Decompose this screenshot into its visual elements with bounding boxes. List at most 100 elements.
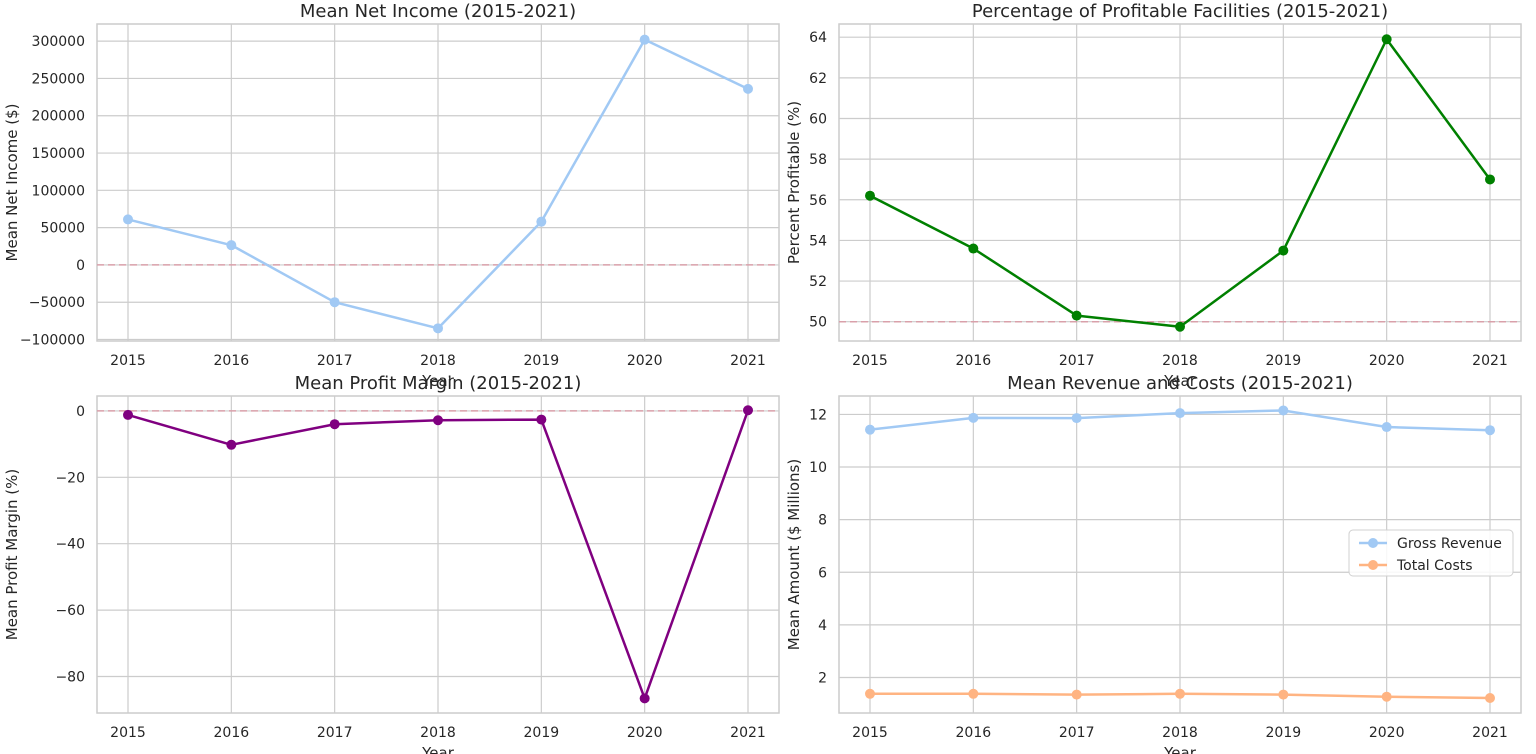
y-tick-label: 58 bbox=[809, 152, 827, 168]
y-tick-label: 64 bbox=[809, 30, 827, 46]
data-point bbox=[433, 323, 443, 334]
data-point bbox=[865, 424, 875, 435]
data-point bbox=[1175, 688, 1185, 699]
y-tick-label: 10 bbox=[809, 460, 827, 476]
x-tick-label: 2018 bbox=[420, 353, 456, 369]
x-tick-label: 2018 bbox=[1162, 725, 1198, 741]
chart-title: Mean Net Income (2015-2021) bbox=[300, 1, 576, 22]
data-point bbox=[123, 214, 133, 225]
chart-panel-3: 2015 2016 2017 2018 2019 2020 2021 −80 −60 −40 −20… bbox=[3, 373, 780, 754]
x-tick-label: 2020 bbox=[627, 353, 663, 369]
y-tick-label: 56 bbox=[809, 193, 827, 209]
data-point bbox=[639, 693, 650, 704]
x-tick-label: 2021 bbox=[730, 353, 766, 369]
legend-marker bbox=[1368, 538, 1378, 548]
y-tick-label: −40 bbox=[55, 537, 85, 553]
x-tick-label: 2015 bbox=[852, 353, 888, 369]
x-tick-label: 2016 bbox=[956, 353, 992, 369]
data-point bbox=[743, 405, 753, 416]
y-tick-label: −100000 bbox=[20, 333, 85, 349]
y-tick-label: 0 bbox=[76, 258, 85, 274]
data-point bbox=[639, 34, 650, 45]
x-tick-label: 2020 bbox=[1369, 725, 1405, 741]
y-tick-label: −50000 bbox=[29, 295, 85, 311]
data-point bbox=[433, 415, 443, 426]
y-axis-label: Percent Profitable (%) bbox=[785, 101, 803, 264]
data-point bbox=[1071, 689, 1082, 700]
x-tick-label: 2019 bbox=[524, 725, 560, 741]
x-tick-label: 2018 bbox=[1162, 353, 1198, 369]
x-tick-label: 2021 bbox=[730, 725, 766, 741]
x-tick-label: 2018 bbox=[420, 725, 456, 741]
x-axis-label: Year bbox=[421, 372, 455, 390]
x-tick-label: 2015 bbox=[110, 725, 146, 741]
legend-label: Gross Revenue bbox=[1397, 536, 1502, 552]
chart-title: Mean Revenue and Costs (2015-2021) bbox=[1007, 373, 1353, 394]
legend: Gross Revenue Total Costs bbox=[1348, 529, 1514, 577]
y-tick-label: 54 bbox=[809, 233, 827, 249]
x-axis-label: Year bbox=[1163, 744, 1197, 754]
plot-frame bbox=[96, 23, 780, 342]
x-tick-label: 2017 bbox=[1059, 353, 1095, 369]
data-point bbox=[1175, 321, 1185, 332]
x-tick-label: 2017 bbox=[1059, 725, 1095, 741]
data-point bbox=[865, 190, 875, 201]
data-point bbox=[1175, 408, 1185, 419]
y-tick-label: −60 bbox=[55, 603, 85, 619]
x-axis-label: Year bbox=[421, 744, 455, 754]
y-axis-label: Mean Net Income ($) bbox=[3, 104, 21, 262]
plot-frame bbox=[838, 395, 1522, 714]
y-tick-label: 12 bbox=[809, 407, 827, 423]
data-point bbox=[226, 439, 237, 450]
x-tick-label: 2017 bbox=[317, 353, 353, 369]
y-tick-label: 50000 bbox=[40, 221, 85, 237]
data-point bbox=[1485, 693, 1495, 704]
data-point bbox=[1485, 425, 1495, 436]
legend-marker bbox=[1368, 560, 1378, 570]
y-tick-label: 300000 bbox=[32, 34, 85, 50]
x-tick-label: 2015 bbox=[852, 725, 888, 741]
data-point bbox=[1278, 689, 1289, 700]
chart-panel-1: 2015 2016 2017 2018 2019 2020 2021 −100000 −5000… bbox=[3, 1, 780, 390]
y-tick-label: 52 bbox=[809, 274, 827, 290]
x-tick-label: 2021 bbox=[1472, 353, 1508, 369]
chart-panel-2: 2015 2016 2017 2018 2019 2020 2021 50 52 54 56 58 60… bbox=[785, 1, 1522, 390]
y-tick-label: 62 bbox=[809, 71, 827, 87]
y-tick-label: 6 bbox=[818, 565, 827, 581]
x-tick-label: 2016 bbox=[214, 353, 250, 369]
chart-title: Mean Profit Margin (2015-2021) bbox=[295, 373, 582, 394]
data-point bbox=[1485, 174, 1495, 185]
y-tick-label: 8 bbox=[818, 513, 827, 529]
x-tick-label: 2021 bbox=[1472, 725, 1508, 741]
data-point bbox=[968, 412, 979, 423]
chart-panel-4: 2015 2016 2017 2018 2019 2020 2021 2 4 6 8 10 12 Mean… bbox=[785, 373, 1522, 754]
y-tick-label: 2 bbox=[818, 670, 827, 686]
data-point bbox=[1381, 34, 1392, 45]
chart-title: Percentage of Profitable Facilities (201… bbox=[972, 1, 1388, 22]
data-point bbox=[226, 240, 237, 251]
y-tick-label: 250000 bbox=[32, 71, 85, 87]
y-tick-label: −80 bbox=[55, 669, 85, 685]
y-tick-label: 60 bbox=[809, 111, 827, 127]
data-point bbox=[1278, 405, 1289, 416]
data-point bbox=[536, 414, 547, 425]
y-axis-label: Mean Amount ($ Millions) bbox=[785, 459, 803, 650]
legend-box bbox=[1348, 529, 1514, 577]
x-tick-label: 2017 bbox=[317, 725, 353, 741]
data-point bbox=[329, 297, 340, 308]
data-point bbox=[968, 688, 979, 699]
x-tick-label: 2015 bbox=[110, 353, 146, 369]
x-tick-label: 2019 bbox=[1266, 353, 1302, 369]
data-point bbox=[123, 409, 133, 420]
data-point bbox=[536, 216, 547, 227]
x-tick-label: 2019 bbox=[1266, 725, 1302, 741]
data-point bbox=[1381, 422, 1392, 433]
y-tick-label: 100000 bbox=[32, 183, 85, 199]
legend-label: Total Costs bbox=[1396, 558, 1473, 574]
x-axis-label: Year bbox=[1163, 372, 1197, 390]
x-tick-label: 2016 bbox=[956, 725, 992, 741]
data-point bbox=[1381, 691, 1392, 702]
x-tick-label: 2020 bbox=[627, 725, 663, 741]
plot-frame bbox=[838, 23, 1522, 342]
